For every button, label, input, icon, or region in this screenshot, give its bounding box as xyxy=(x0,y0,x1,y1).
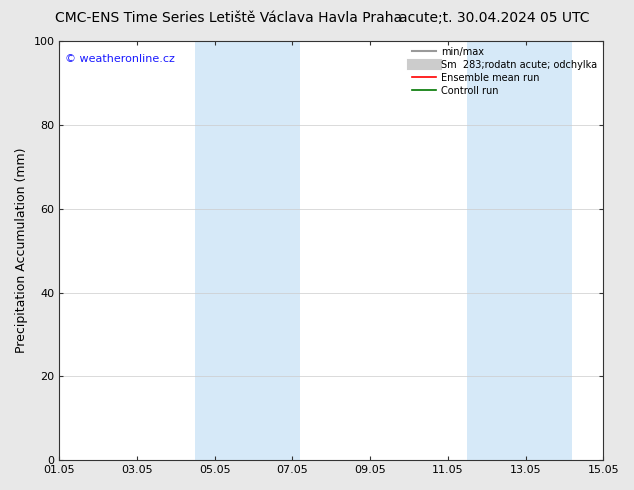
Text: CMC-ENS Time Series Letiště Václava Havla Praha: CMC-ENS Time Series Letiště Václava Havl… xyxy=(55,11,402,25)
Text: © weatheronline.cz: © weatheronline.cz xyxy=(65,53,175,64)
Bar xyxy=(467,41,572,460)
Y-axis label: Precipitation Accumulation (mm): Precipitation Accumulation (mm) xyxy=(15,148,28,353)
Text: acute;t. 30.04.2024 05 UTC: acute;t. 30.04.2024 05 UTC xyxy=(399,11,590,25)
Bar xyxy=(195,41,301,460)
Legend: min/max, Sm  283;rodatn acute; odchylka, Ensemble mean run, Controll run: min/max, Sm 283;rodatn acute; odchylka, … xyxy=(408,43,601,99)
